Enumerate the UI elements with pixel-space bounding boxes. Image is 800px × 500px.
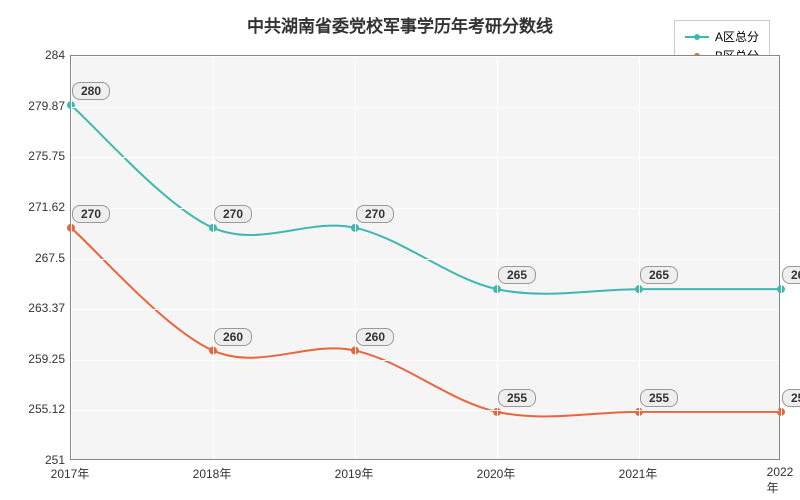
data-label: 265 bbox=[640, 266, 678, 284]
data-label: 260 bbox=[214, 328, 252, 346]
x-tick-label: 2017年 bbox=[51, 465, 90, 482]
y-tick-label: 279.87 bbox=[28, 99, 65, 113]
chart-title: 中共湖南省委党校军事学历年考研分数线 bbox=[247, 12, 553, 37]
y-tick-label: 271.62 bbox=[28, 200, 65, 214]
x-tick-label: 2020年 bbox=[477, 465, 516, 482]
gridline-h bbox=[71, 360, 779, 361]
x-tick-label: 2021年 bbox=[619, 465, 658, 482]
gridline-h bbox=[71, 208, 779, 209]
gridline-h bbox=[71, 410, 779, 411]
gridline-v bbox=[213, 56, 214, 459]
data-label: 255 bbox=[640, 389, 678, 407]
y-tick-label: 267.5 bbox=[35, 251, 65, 265]
y-tick-label: 255.12 bbox=[28, 402, 65, 416]
gridline-h bbox=[71, 259, 779, 260]
gridline-h bbox=[71, 157, 779, 158]
legend-item-a: A区总分 bbox=[685, 28, 759, 45]
gridline-v bbox=[355, 56, 356, 459]
y-tick-label: 275.75 bbox=[28, 149, 65, 163]
data-label: 255 bbox=[498, 389, 536, 407]
series-line bbox=[71, 105, 781, 294]
data-label: 265 bbox=[782, 266, 800, 284]
data-label: 270 bbox=[72, 205, 110, 223]
gridline-v bbox=[71, 56, 72, 459]
x-tick-label: 2022年 bbox=[767, 465, 794, 496]
data-label: 280 bbox=[72, 82, 110, 100]
plot-area: 280270270265265265270260260255255255 bbox=[70, 55, 780, 460]
data-label: 260 bbox=[356, 328, 394, 346]
legend-marker-a bbox=[685, 36, 709, 38]
gridline-h bbox=[71, 309, 779, 310]
y-tick-label: 259.25 bbox=[28, 352, 65, 366]
x-tick-label: 2018年 bbox=[193, 465, 232, 482]
data-label: 270 bbox=[214, 205, 252, 223]
data-label: 265 bbox=[498, 266, 536, 284]
gridline-h bbox=[71, 461, 779, 462]
chart-container: 中共湖南省委党校军事学历年考研分数线 A区总分 B区总分 28027027026… bbox=[0, 0, 800, 500]
legend-label-a: A区总分 bbox=[715, 28, 759, 45]
y-tick-label: 284 bbox=[45, 48, 65, 62]
x-tick-label: 2019年 bbox=[335, 465, 374, 482]
data-label: 255 bbox=[782, 389, 800, 407]
gridline-h bbox=[71, 107, 779, 108]
data-label: 270 bbox=[356, 205, 394, 223]
gridline-h bbox=[71, 56, 779, 57]
series-line bbox=[71, 228, 781, 417]
y-tick-label: 263.37 bbox=[28, 301, 65, 315]
